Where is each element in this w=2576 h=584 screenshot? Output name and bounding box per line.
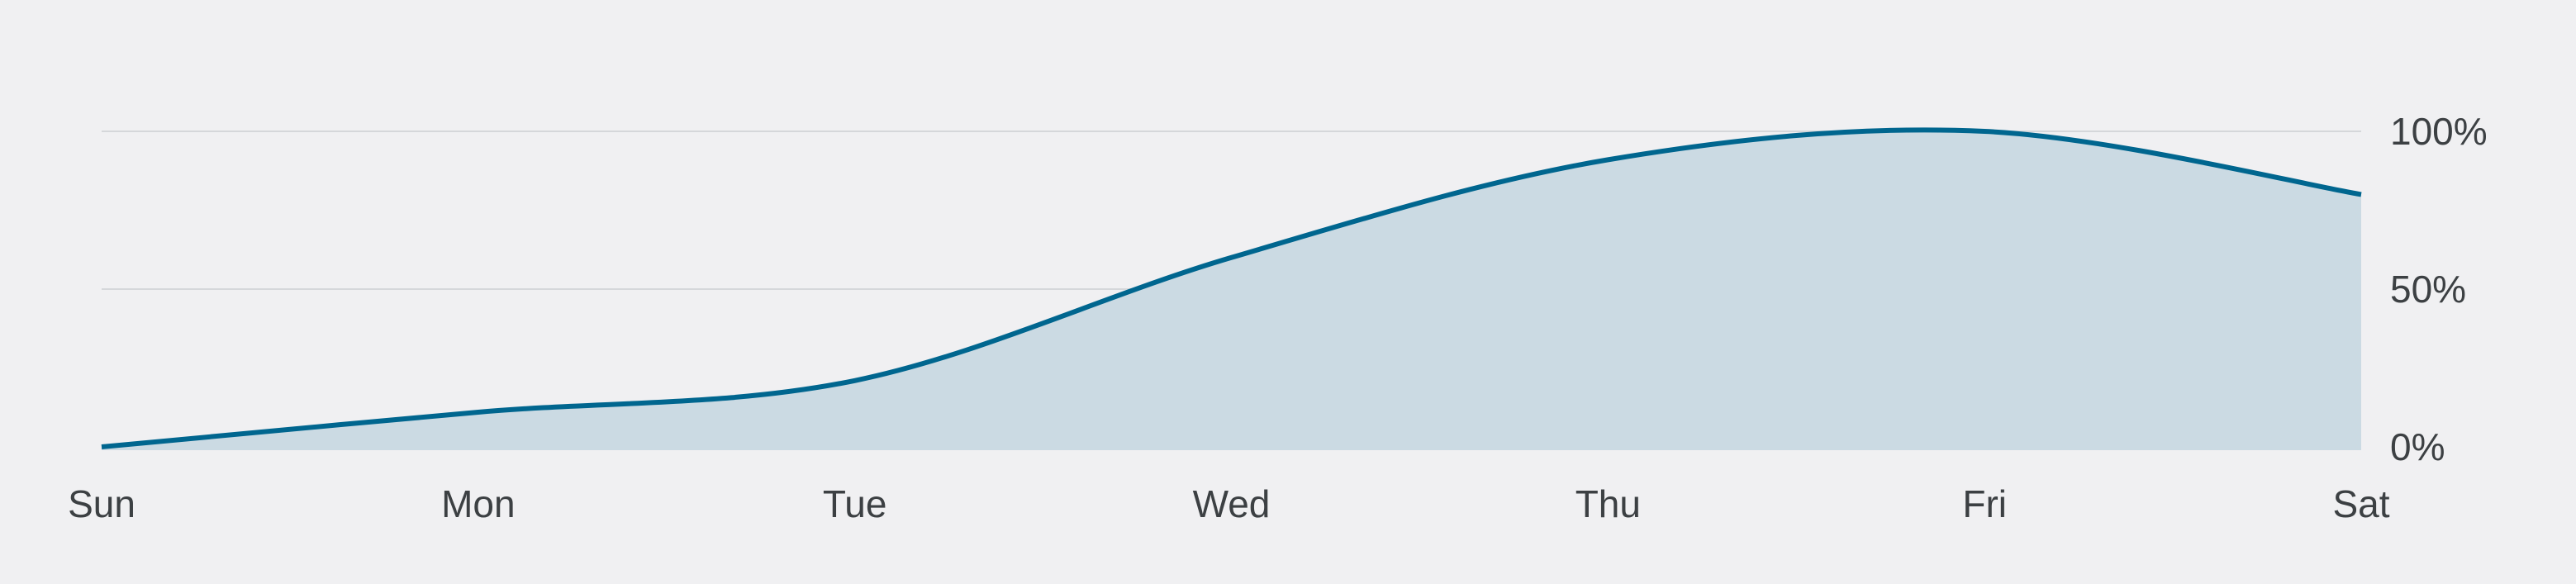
x-tick-label: Sat [2332,482,2389,525]
x-tick-label: Wed [1193,482,1271,525]
x-tick-label: Thu [1576,482,1641,525]
x-tick-label: Sun [68,482,135,525]
y-axis-labels: 0% 50% 100% [2390,110,2488,468]
area-fill [102,130,2361,451]
x-tick-label: Fri [1962,482,2007,525]
series-line [101,127,2362,449]
y-tick-label: 50% [2390,268,2466,311]
x-tick-label: Mon [441,482,515,525]
y-tick-label: 100% [2390,110,2488,153]
x-tick-label: Tue [823,482,887,525]
x-axis-labels: Sun Mon Tue Wed Thu Fri Sat [68,482,2390,525]
y-tick-label: 0% [2390,425,2445,468]
